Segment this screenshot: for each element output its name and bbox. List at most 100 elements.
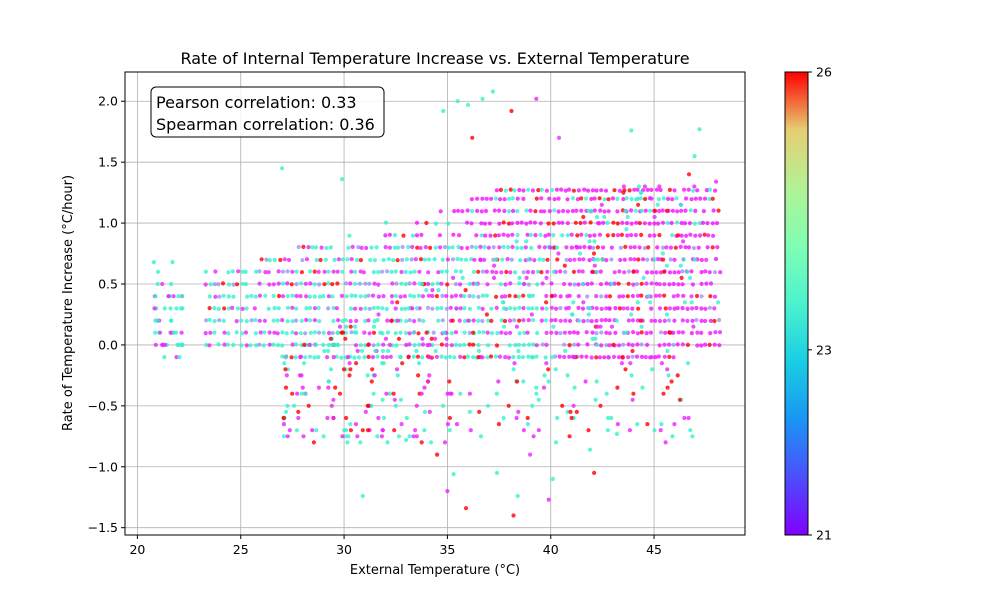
data-point [524, 275, 529, 280]
data-point [375, 354, 380, 359]
data-point [406, 306, 411, 311]
data-point [331, 355, 336, 360]
data-point [280, 318, 285, 323]
data-point [701, 209, 707, 214]
data-point [667, 187, 673, 192]
data-point [570, 312, 575, 317]
data-point [541, 257, 546, 262]
data-point [617, 294, 622, 299]
data-point [507, 293, 512, 298]
data-point [434, 221, 439, 226]
data-point [349, 330, 354, 335]
data-point [225, 342, 230, 347]
data-point [534, 306, 539, 311]
data-point [207, 317, 212, 323]
data-point [551, 324, 556, 329]
data-point [262, 330, 267, 335]
data-point [325, 355, 330, 360]
data-point [385, 318, 390, 323]
data-point [632, 245, 637, 250]
data-point [306, 403, 311, 408]
data-point [539, 187, 544, 192]
data-point [658, 330, 664, 335]
data-point [528, 220, 533, 225]
data-point [379, 434, 384, 439]
data-point [385, 330, 390, 335]
data-point [592, 233, 597, 238]
data-point [699, 318, 704, 323]
data-point [285, 305, 291, 310]
data-point [376, 312, 381, 317]
data-point [419, 391, 424, 396]
data-point [601, 220, 606, 225]
data-point [304, 317, 309, 323]
data-point [703, 306, 708, 311]
data-point [285, 281, 290, 286]
data-point [639, 281, 644, 286]
data-point [571, 403, 576, 408]
data-point [609, 324, 615, 329]
data-point [540, 281, 545, 286]
data-point [599, 188, 604, 193]
data-point [666, 342, 672, 347]
data-point [712, 294, 718, 299]
data-point [603, 317, 608, 323]
data-point [284, 331, 289, 336]
data-point [590, 336, 595, 341]
data-point [556, 196, 561, 201]
data-point [355, 434, 360, 439]
data-point [685, 361, 691, 366]
data-point [620, 220, 625, 225]
data-point [556, 209, 561, 214]
data-point [425, 305, 431, 310]
data-point [420, 336, 425, 341]
data-point [263, 270, 268, 275]
data-point [650, 367, 655, 372]
data-point [575, 330, 580, 335]
data-point [407, 318, 412, 323]
data-point [496, 422, 501, 427]
data-point [326, 269, 331, 274]
data-point [392, 233, 397, 238]
data-point [387, 342, 392, 347]
data-point [617, 188, 623, 193]
data-point [212, 282, 217, 287]
data-point [527, 342, 532, 347]
data-point [358, 343, 363, 348]
data-point [669, 379, 674, 384]
data-point [521, 196, 526, 201]
data-point [312, 294, 317, 299]
data-point [665, 367, 670, 372]
data-point [554, 306, 559, 311]
data-point [592, 263, 597, 268]
data-point [667, 306, 673, 311]
data-point [622, 257, 627, 262]
data-point [314, 257, 319, 263]
data-point [525, 269, 531, 275]
data-point [275, 343, 281, 348]
data-point [549, 330, 554, 335]
data-point [299, 318, 304, 323]
data-point [474, 233, 479, 238]
data-point [680, 330, 686, 335]
data-point [203, 282, 208, 287]
data-point [635, 342, 640, 347]
data-point [220, 281, 226, 286]
data-point [626, 281, 631, 286]
data-point [631, 391, 636, 396]
data-point [506, 245, 511, 250]
data-point [562, 263, 567, 268]
data-point [422, 428, 427, 433]
data-point [512, 306, 517, 311]
data-point [410, 233, 415, 238]
data-point [352, 355, 357, 360]
data-point [162, 355, 167, 360]
data-point [422, 409, 427, 414]
data-point [472, 257, 477, 262]
data-point [304, 257, 310, 262]
data-point [595, 257, 601, 262]
data-point [592, 470, 597, 475]
data-point [294, 331, 299, 336]
data-point [317, 330, 322, 335]
data-point [236, 269, 241, 274]
